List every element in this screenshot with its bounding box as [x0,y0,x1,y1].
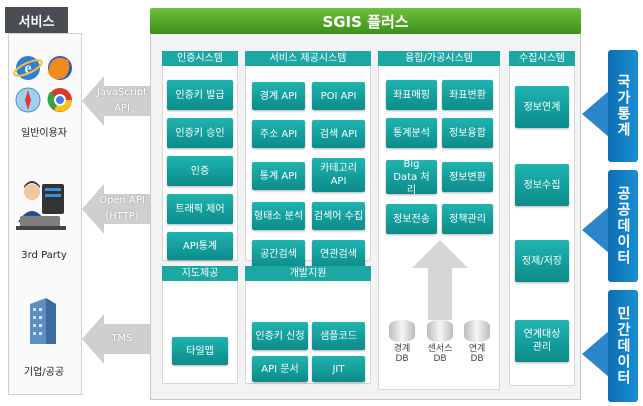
upward-flow-arrow [412,240,468,320]
building-svg [30,298,56,344]
building-icon [26,296,60,346]
user-label-3rd-party: 3rd Party [21,250,67,261]
svc-search-collect: 검색어 수집 [312,202,365,230]
fusion-stat-analysis: 통계분석 [386,118,437,148]
arrow-javascript-api: JavaScript API [82,74,150,128]
dev-api-doc: API 문서 [252,356,308,382]
db-boundary-suffix: DB [395,354,409,364]
dev-panel-title: 개발지원 [245,266,371,281]
fusion-info-fusion: 정보융합 [442,118,493,148]
svc-stats-api: 통계 API [252,162,305,190]
db-cylinder-icon [389,320,415,342]
dev-key-request: 인증키 신청 [252,322,308,350]
svc-morpheme: 형태소 분석 [252,202,305,230]
source-national-stats-label: 국가통계 [615,74,631,138]
arrow-tms: TMS [82,312,150,366]
auth-key-issue: 인증키 발급 [167,80,233,110]
user-label-enterprise: 기업/공공 [23,367,65,378]
source-private-data-label: 민간데이터 [615,306,631,386]
svc-category-api: 카테고리 API [312,158,365,192]
source-national-stats: 국가통계 [608,50,638,162]
db-cylinder-icon [464,320,490,342]
db-link-suffix: DB [470,354,484,364]
map-panel [162,266,238,384]
arrow-2-line2: (HTTP) [105,211,139,222]
dev-jit: JIT [312,356,365,382]
arrow-shape-1 [82,76,150,126]
svc-related-search: 연관검색 [312,240,365,268]
collect-panel-title: 수집시스템 [509,51,575,66]
arrow-shape-3 [82,314,150,364]
platform-title: SGIS 플러스 [150,8,581,34]
inflow-arrows-svg [582,90,610,378]
map-tile-map: 타일맵 [172,337,228,365]
auth-traffic-control: 트래픽 제어 [167,194,233,224]
svc-spatial-search: 공간검색 [252,240,305,268]
arrow-2-line1: Open API [99,195,145,206]
fusion-info-convert: 정보변환 [442,162,493,192]
user-label-general: 일반이용자 [21,128,67,139]
db-cylinder-icon [427,320,453,342]
source-public-data: 공공데이터 [608,170,638,282]
fusion-policy-mgmt: 정책관리 [442,204,493,234]
map-panel-title: 지도제공 [162,266,238,281]
svc-boundary-api: 경계 API [252,82,305,110]
collect-target-mgmt: 연계대상 관리 [515,320,569,362]
fusion-info-transmit: 정보전송 [386,204,437,234]
svc-poi-api: POI API [312,82,365,110]
auth-authenticate: 인증 [167,156,233,186]
source-private-data: 민간데이터 [608,290,638,402]
arrow-3-line1: TMS [111,333,133,344]
db-census: 센서스 DB [423,320,457,364]
browser-icons: e [12,52,78,118]
collect-info-link: 정보연계 [515,86,569,128]
inflow-arrows [578,60,610,400]
db-boundary-name: 경계 [393,344,411,354]
arrow-open-api: Open API (HTTP) [82,182,150,236]
fusion-panel-title: 융합/가공시스템 [378,51,500,66]
svg-text:e: e [24,60,31,77]
collect-info-gather: 정보수집 [515,164,569,206]
arrow-label-3: TMS [111,331,132,347]
auth-panel-title: 인증시스템 [162,51,238,66]
auth-key-approve: 인증키 승인 [167,118,233,148]
fusion-coord-transform: 좌표변환 [442,80,493,110]
up-arrow-svg [412,240,468,320]
arrow-shape-2 [82,184,150,234]
developer-svg [16,181,66,230]
db-link: 연계 DB [462,320,492,364]
arrow-label-1: JavaScript API [97,85,147,117]
arrow-label-2: Open API (HTTP) [99,193,145,225]
browser-icons-svg: e [13,56,72,113]
dev-sample-code: 샘플코드 [312,322,365,350]
auth-api-stats: API통계 [167,232,233,260]
svc-address-api: 주소 API [252,120,305,148]
source-public-data-label: 공공데이터 [615,186,631,266]
fusion-coord-mapping: 좌표매핑 [386,80,437,110]
svc-search-api: 검색 API [312,120,365,148]
arrow-1-line2: API [114,103,130,114]
db-census-suffix: DB [433,354,447,364]
arrow-1-line1: JavaScript [96,87,148,98]
service-panel-title: 서비스 제공시스템 [245,51,371,66]
fusion-big-data: Big Data 처리 [386,159,437,196]
service-header: 서비스 [5,7,68,33]
db-boundary: 경계 DB [387,320,417,364]
db-census-name: 센서스 [427,344,453,354]
db-link-name: 연계 [468,344,486,354]
developer-computer-icon [12,178,72,234]
collect-refine-store: 정제/저장 [515,240,569,282]
